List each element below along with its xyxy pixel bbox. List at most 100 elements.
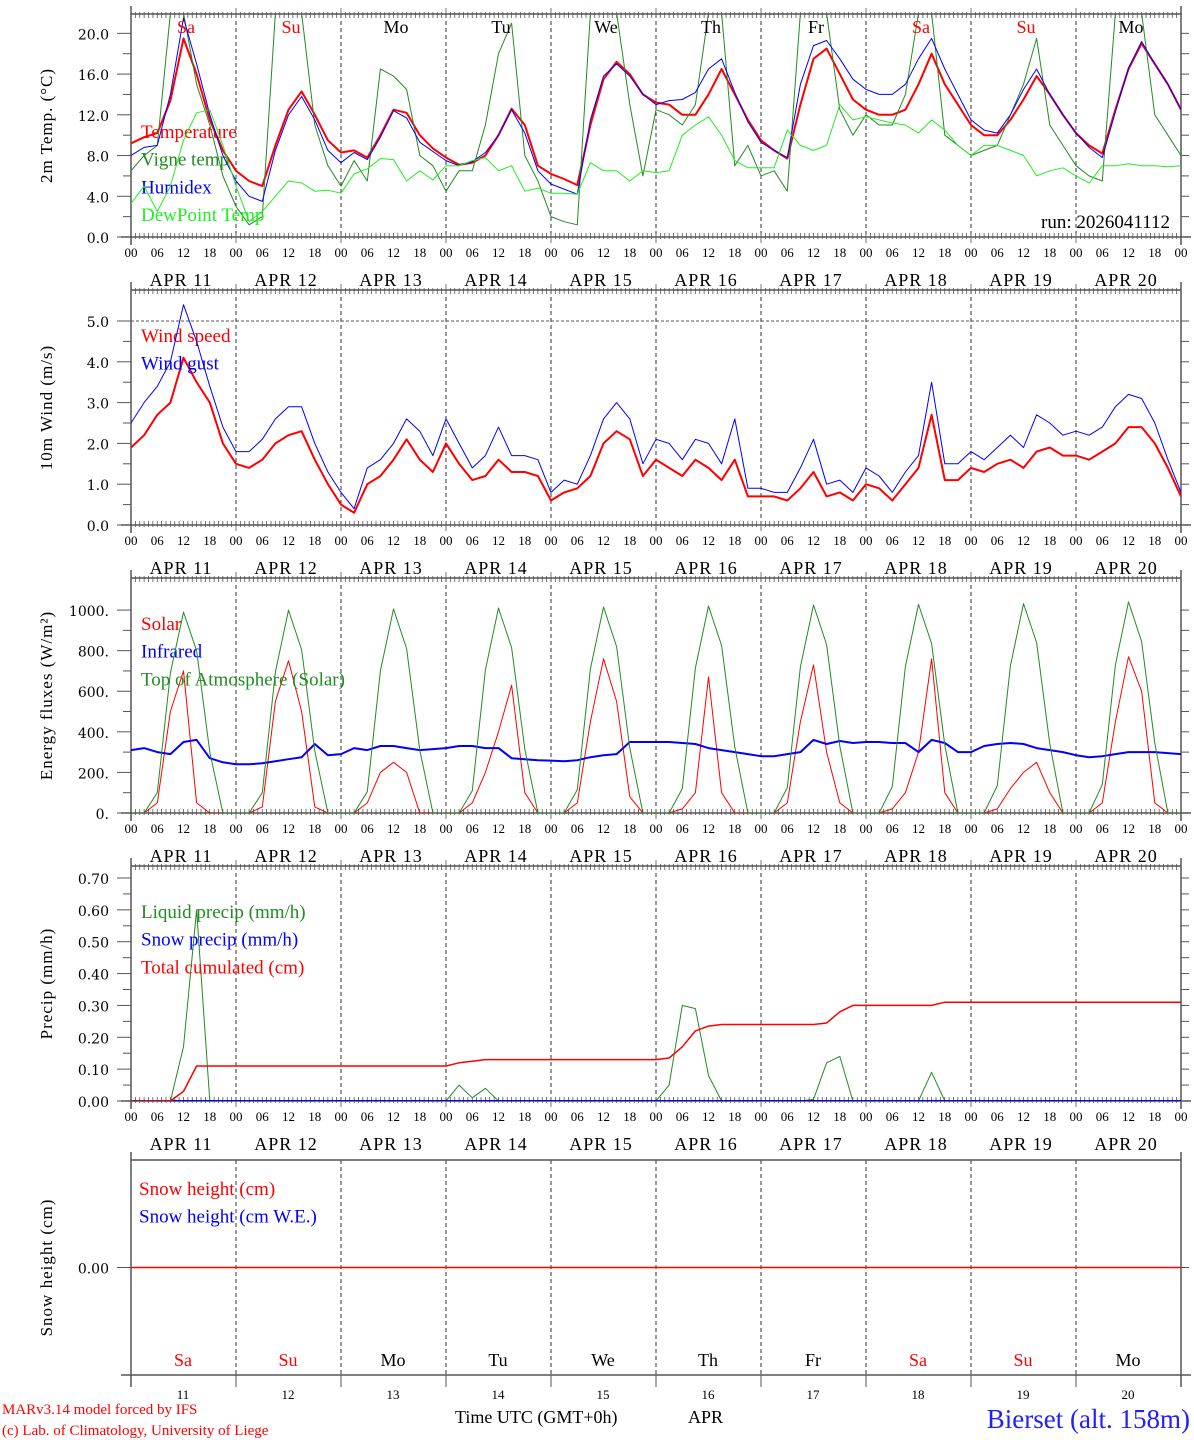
x-hour-label: 18: [518, 245, 531, 260]
x-hour-label: 00: [755, 821, 768, 836]
x-hour-label: 00: [125, 245, 138, 260]
weekday-label: Tu: [491, 17, 510, 37]
x-date-label: APR 11: [150, 1134, 213, 1154]
x-hour-label: 00: [545, 1109, 558, 1124]
x-hour-label: 12: [282, 533, 295, 548]
series-line-wind-gust: [131, 304, 1181, 510]
y-axis-label: Energy fluxes (W/m²): [37, 611, 56, 780]
y-tick-label: 5.0: [87, 315, 109, 331]
x-hour-label: 18: [938, 1109, 951, 1124]
x-hour-label: 18: [413, 245, 426, 260]
x-hour-label: 18: [308, 821, 321, 836]
weekday-label: Su: [281, 17, 300, 37]
day-number-label: 14: [492, 1387, 506, 1402]
x-hour-label: 18: [1043, 821, 1056, 836]
day-number-label: 15: [597, 1387, 610, 1402]
x-hour-label: 06: [781, 821, 795, 836]
y-axis-label: 10m Wind (m/s): [37, 345, 56, 470]
x-hour-label: 12: [1017, 245, 1030, 260]
x-date-label: APR 18: [884, 1134, 948, 1154]
x-hour-label: 12: [1122, 821, 1135, 836]
x-date-label: APR 11: [150, 270, 213, 290]
x-hour-label: 06: [151, 1109, 165, 1124]
x-hour-label: 12: [702, 1109, 715, 1124]
x-date-label: APR 17: [779, 270, 843, 290]
x-hour-label: 18: [833, 533, 846, 548]
x-hour-label: 06: [571, 1109, 585, 1124]
x-hour-label: 00: [335, 245, 348, 260]
x-date-label: APR 16: [674, 1134, 738, 1154]
weekday-label: Sa: [177, 17, 195, 37]
x-hour-label: 00: [230, 245, 243, 260]
x-hour-label: 12: [702, 533, 715, 548]
x-hour-label: 00: [125, 1109, 138, 1124]
x-hour-label: 18: [203, 821, 216, 836]
day-number-label: 11: [177, 1387, 190, 1402]
x-hour-label: 18: [1148, 1109, 1161, 1124]
x-hour-label: 12: [702, 245, 715, 260]
x-hour-label: 12: [387, 533, 400, 548]
footer-model-text: MARv3.14 model forced by IFS: [2, 1402, 197, 1418]
x-hour-label: 06: [361, 1109, 375, 1124]
x-hour-label: 06: [676, 821, 690, 836]
y-tick-label: 0.20: [78, 1031, 109, 1047]
x-hour-label: 18: [203, 245, 216, 260]
x-hour-label: 06: [466, 1109, 480, 1124]
x-hour-label: 00: [1175, 1109, 1188, 1124]
x-hour-label: 00: [1070, 533, 1083, 548]
x-hour-label: 18: [308, 245, 321, 260]
x-hour-label: 12: [282, 1109, 295, 1124]
x-hour-label: 00: [860, 821, 873, 836]
x-hour-label: 18: [623, 1109, 636, 1124]
x-hour-label: 00: [965, 245, 978, 260]
x-hour-label: 00: [125, 533, 138, 548]
x-hour-label: 18: [308, 1109, 321, 1124]
x-hour-label: 12: [387, 245, 400, 260]
y-tick-label: 0.60: [78, 904, 109, 920]
panel-4: 0.00 0.10 0.20 0.30 0.40 0.50 0.60 0.70 Precip (…: [37, 858, 1191, 1154]
x-date-label: APR 16: [674, 558, 738, 578]
x-date-label: APR 13: [359, 270, 423, 290]
x-hour-label: 18: [518, 533, 531, 548]
x-hour-label: 06: [361, 533, 375, 548]
x-hour-label: 18: [1148, 245, 1161, 260]
x-hour-label: 12: [177, 533, 190, 548]
day-number-label: 19: [1017, 1387, 1030, 1402]
x-date-label: APR 15: [569, 846, 633, 866]
weekday-label: Sa: [909, 1350, 927, 1370]
x-date-label: APR 11: [150, 558, 213, 578]
x-hour-label: 12: [492, 533, 505, 548]
x-hour-label: 00: [440, 245, 453, 260]
x-hour-label: 00: [755, 1109, 768, 1124]
x-hour-label: 06: [256, 245, 270, 260]
x-hour-label: 06: [466, 533, 480, 548]
x-date-label: APR 20: [1094, 558, 1158, 578]
x-hour-label: 00: [440, 533, 453, 548]
x-hour-label: 00: [335, 533, 348, 548]
x-hour-label: 18: [938, 533, 951, 548]
x-hour-label: 00: [1175, 245, 1188, 260]
x-hour-label: 06: [886, 821, 900, 836]
x-hour-label: 06: [781, 1109, 795, 1124]
x-hour-label: 12: [597, 1109, 610, 1124]
x-hour-label: 06: [361, 821, 375, 836]
y-tick-label: 0.0: [87, 519, 109, 535]
x-hour-label: 18: [1148, 821, 1161, 836]
series-line-wind-speed: [131, 356, 1181, 514]
x-hour-label: 18: [938, 821, 951, 836]
x-hour-label: 06: [886, 1109, 900, 1124]
x-date-label: APR 14: [464, 270, 528, 290]
x-hour-label: 12: [387, 821, 400, 836]
x-hour-label: 00: [230, 533, 243, 548]
x-hour-label: 06: [256, 533, 270, 548]
x-date-label: APR 15: [569, 270, 633, 290]
x-hour-label: 06: [151, 821, 165, 836]
x-hour-label: 12: [492, 1109, 505, 1124]
x-hour-label: 06: [256, 821, 270, 836]
x-hour-label: 12: [807, 821, 820, 836]
x-hour-label: 00: [650, 533, 663, 548]
x-hour-label: 18: [203, 533, 216, 548]
x-hour-label: 06: [466, 245, 480, 260]
x-hour-label: 00: [335, 821, 348, 836]
